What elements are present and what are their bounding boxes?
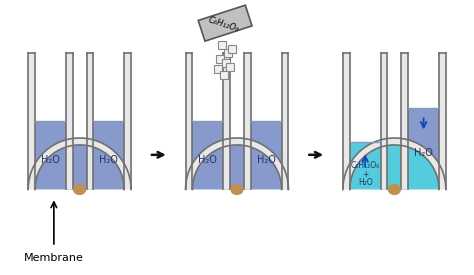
Bar [66,53,73,189]
Bar [408,108,439,189]
Bar [228,45,236,53]
Polygon shape [343,138,446,189]
Ellipse shape [73,185,85,194]
Polygon shape [350,145,439,189]
Text: +: + [362,170,368,179]
Bar [93,121,124,189]
Text: Membrane: Membrane [24,253,84,263]
Ellipse shape [389,185,401,194]
Ellipse shape [231,185,243,194]
Text: C₆H₁₂O₆: C₆H₁₂O₆ [208,15,241,34]
Bar [282,53,289,189]
Polygon shape [28,138,131,189]
Text: H₂O: H₂O [198,155,217,165]
Bar [224,49,232,57]
Bar [216,55,224,63]
Text: H₂O: H₂O [100,155,118,165]
Bar [28,53,35,189]
Bar [35,121,66,189]
Bar [222,59,230,67]
Bar [226,63,234,71]
Bar [244,53,251,189]
Polygon shape [185,138,289,189]
Bar [381,53,387,189]
Bar [350,142,381,189]
Bar [220,71,228,79]
Text: H₂O: H₂O [257,155,276,165]
Bar [87,53,93,189]
Bar [223,53,230,189]
Text: H₂O: H₂O [358,178,373,187]
Bar [214,65,222,73]
Polygon shape [35,145,124,189]
Polygon shape [192,145,282,189]
Bar [439,53,446,189]
Bar [124,53,131,189]
FancyBboxPatch shape [198,5,252,41]
Text: H₂O: H₂O [414,148,433,158]
Bar [192,121,223,189]
Bar [185,53,192,189]
Bar [343,53,350,189]
Bar [251,121,282,189]
Bar [401,53,408,189]
Text: H₂O: H₂O [41,155,60,165]
Bar [218,41,226,49]
Text: C₆H₁₂O₆: C₆H₁₂O₆ [351,161,380,170]
